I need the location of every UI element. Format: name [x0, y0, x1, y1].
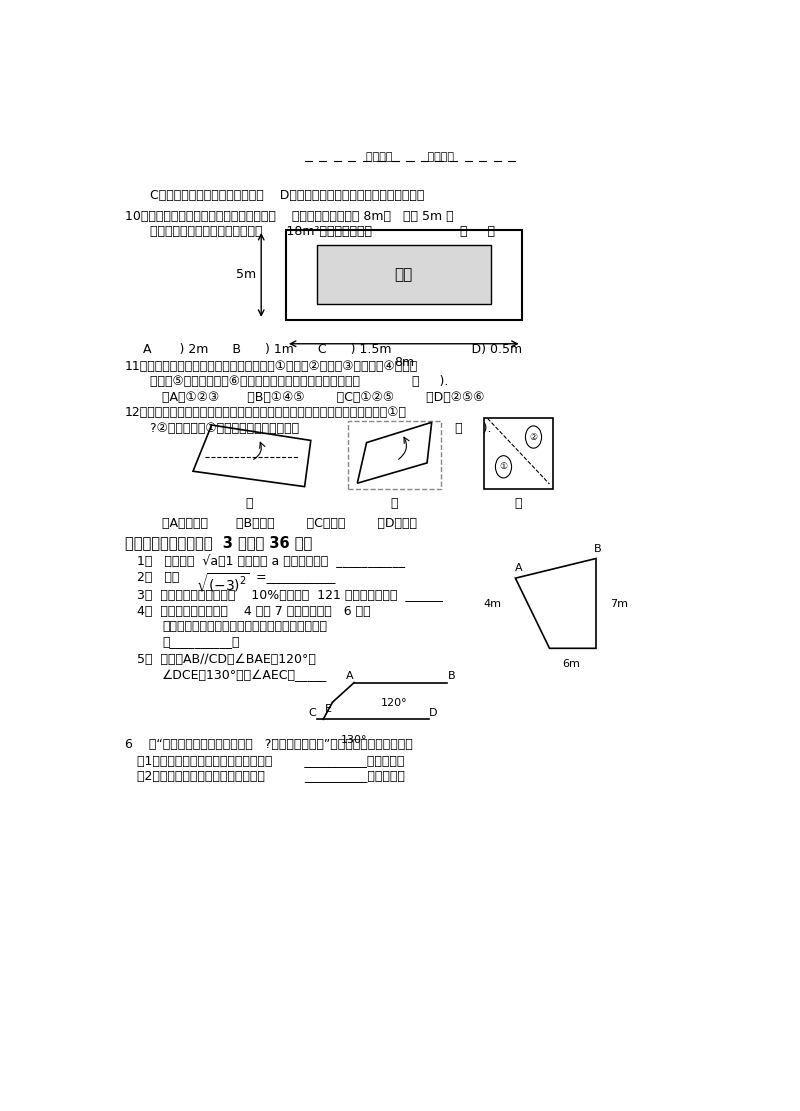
Text: 学习必备          欢迎下载: 学习必备 欢迎下载: [366, 152, 454, 162]
Text: 6m: 6m: [562, 660, 580, 670]
Text: 6    把“直角三角形、等腰三角形、   ?等腰直角三角形”填入下列相应的空格上：: 6 把“直角三角形、等腰三角形、 ?等腰直角三角形”填入下列相应的空格上：: [125, 738, 413, 751]
Polygon shape: [358, 422, 432, 483]
Text: 2、   计算: 2、 计算: [138, 571, 183, 584]
Text: （A）三角形       （B）矩形        （C）菱形        （D）梯形: （A）三角形 （B）矩形 （C）菱形 （D）梯形: [162, 517, 417, 530]
Text: $\sqrt{(-3)^{2}}$: $\sqrt{(-3)^{2}}$: [196, 571, 250, 595]
Text: 8m: 8m: [394, 356, 414, 369]
Text: 甲: 甲: [245, 497, 253, 510]
Text: 二、耐心填一填（每题  3 分，共 36 分）: 二、耐心填一填（每题 3 分，共 36 分）: [125, 536, 312, 550]
Text: 边形；⑤等腰三角形；⑥等腰梯形．其中一定能拼成的图形是             （     ).: 边形；⑤等腰三角形；⑥等腰梯形．其中一定能拼成的图形是 （ ).: [150, 376, 448, 389]
Text: 5m: 5m: [236, 269, 256, 281]
Text: （2）菱形可以由两个能够完全重合的          __________拼合而成；: （2）菱形可以由两个能够完全重合的 __________拼合而成；: [138, 769, 405, 782]
Text: =___________: =___________: [252, 571, 335, 584]
Polygon shape: [515, 559, 596, 649]
Text: 丙: 丙: [514, 497, 522, 510]
Text: （A）①②③       （B）①④⑤        （C）①②⑤        （D）②⑤⑥: （A）①②③ （B）①④⑤ （C）①②⑤ （D）②⑤⑥: [162, 391, 485, 403]
Text: C、菱形的四条边、四个角都相等    D、三角形一边上的中线等于这边的一半。: C、菱形的四条边、四个角都相等 D、三角形一边上的中线等于这边的一半。: [150, 189, 424, 202]
Text: 为__________米: 为__________米: [162, 635, 239, 649]
Bar: [286, 230, 522, 320]
Text: ?②两部分，将①展开后得到的平面图形是                                       （     ).: ?②两部分，将①展开后得到的平面图形是 （ ).: [150, 421, 491, 434]
Text: 12．一张矩形纸片按如图甲或乙所示对折，然后沿着图丙中的虚线剪下，得到①，: 12．一张矩形纸片按如图甲或乙所示对折，然后沿着图丙中的虚线剪下，得到①，: [125, 407, 407, 419]
Text: 1、   二次根式  √a－1 中的字母 a 的取值范围是  ___________: 1、 二次根式 √a－1 中的字母 a 的取值范围是 ___________: [138, 554, 405, 568]
Text: 4m: 4m: [484, 599, 502, 609]
Text: D: D: [430, 709, 438, 719]
Text: A: A: [514, 563, 522, 573]
Text: 乙: 乙: [390, 497, 398, 510]
Text: 11．用两个全等的直角三角形拼下列图形：①矩形；②菱形；③正方形；④平行四: 11．用两个全等的直角三角形拼下列图形：①矩形；②菱形；③正方形；④平行四: [125, 360, 418, 373]
Text: B: B: [448, 671, 456, 681]
Text: E: E: [325, 704, 332, 714]
Text: 地毯: 地毯: [394, 268, 413, 282]
Text: ②: ②: [530, 432, 538, 441]
Text: A: A: [346, 671, 354, 681]
Text: ①: ①: [499, 462, 507, 471]
Text: 10、一块四周镶有宽度相等的花边的地毯，    如图所示，它的长为 8m，   宽为 5m ，: 10、一块四周镶有宽度相等的花边的地毯， 如图所示，它的长为 8m， 宽为 5m…: [125, 210, 454, 223]
Bar: [317, 246, 490, 304]
Bar: [348, 421, 441, 489]
Text: ∠DCE＝130°，则∠AEC＝_____: ∠DCE＝130°，则∠AEC＝_____: [162, 669, 327, 682]
Text: 5、  如图，AB∕∕CD，∠BAE＝120°，: 5、 如图，AB∕∕CD，∠BAE＝120°，: [138, 653, 316, 667]
Text: （1）正方形可以由两个能够完全重合的        __________拼合而成；: （1）正方形可以由两个能够完全重合的 __________拼合而成；: [138, 753, 405, 767]
Text: C: C: [308, 709, 316, 719]
Text: 3、  某食品店连续两次涨价    10%后价格是  121 元，那么原价是  ______: 3、 某食品店连续两次涨价 10%后价格是 121 元，那么原价是 ______: [138, 589, 443, 601]
Text: B: B: [594, 544, 601, 554]
Text: 130°: 130°: [341, 734, 367, 744]
Text: 7m: 7m: [610, 599, 628, 609]
Text: 120°: 120°: [381, 698, 408, 708]
Text: 一根绳子拉直系在两根竹竿的顶端，则这根绳子长: 一根绳子拉直系在两根竹竿的顶端，则这根绳子长: [162, 620, 327, 633]
Text: A       ) 2m      B      ) 1m      C      ) 1.5m                    D) 0.5m: A ) 2m B ) 1m C ) 1.5m D) 0.5m: [143, 343, 522, 356]
Polygon shape: [193, 426, 310, 487]
Text: 如果地毯中央长方形图案的面积为      18m²，则花边的宽是                      （     ）: 如果地毯中央长方形图案的面积为 18m²，则花边的宽是 （ ）: [150, 224, 494, 238]
Text: 4、  如图，两根高分别为    4 米和 7 米的竹竿相距   6 米，: 4、 如图，两根高分别为 4 米和 7 米的竹竿相距 6 米，: [138, 604, 371, 618]
Bar: [485, 419, 553, 489]
